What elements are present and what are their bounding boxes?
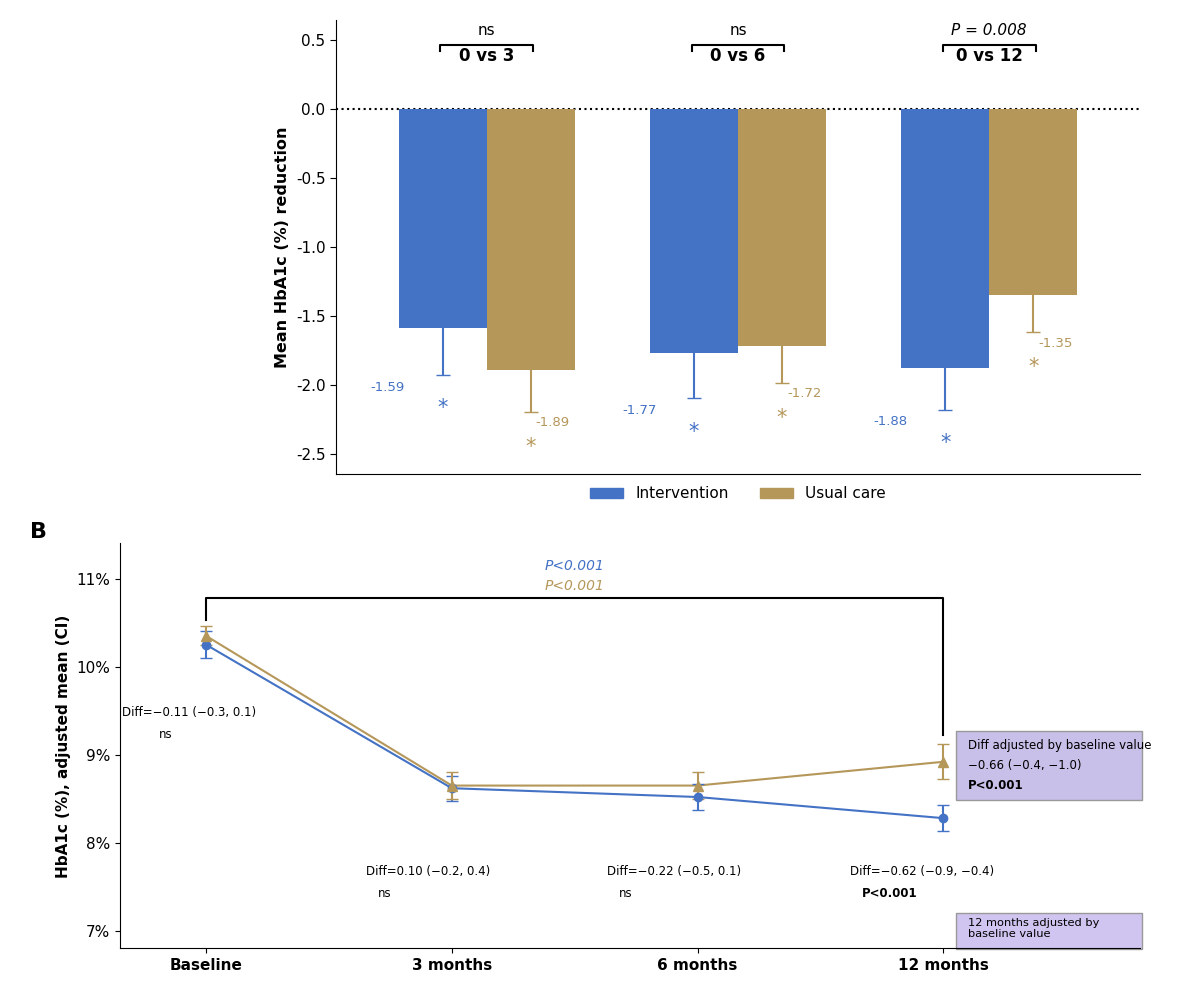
Bar (398, 110, 487, 328)
Bar (650, 110, 738, 353)
FancyBboxPatch shape (955, 913, 1142, 949)
Text: Diff=−0.62 (−0.9, −0.4): Diff=−0.62 (−0.9, −0.4) (850, 864, 994, 877)
Text: P = 0.008: P = 0.008 (952, 23, 1027, 38)
Text: ns: ns (160, 728, 173, 741)
Text: *: * (1028, 358, 1038, 377)
Text: -1.89: -1.89 (535, 416, 570, 430)
Text: 0 vs 12: 0 vs 12 (956, 47, 1022, 65)
Bar (989, 110, 1078, 295)
Text: -1.72: -1.72 (787, 387, 821, 400)
Text: ns: ns (619, 887, 632, 900)
Text: 0 vs 3: 0 vs 3 (460, 47, 515, 65)
Text: *: * (776, 408, 787, 428)
Text: −0.66 (−0.4, −1.0): −0.66 (−0.4, −1.0) (968, 759, 1081, 773)
Text: *: * (438, 398, 448, 419)
Bar (901, 110, 989, 369)
Y-axis label: Mean HbA1c (%) reduction: Mean HbA1c (%) reduction (276, 126, 290, 368)
Text: 0 vs 6: 0 vs 6 (710, 47, 766, 65)
Text: P<0.001: P<0.001 (545, 559, 605, 573)
Text: P<0.001: P<0.001 (968, 780, 1024, 792)
Text: B: B (30, 523, 47, 542)
Text: ns: ns (378, 887, 391, 900)
Text: ns: ns (478, 23, 496, 38)
Bar (487, 110, 575, 370)
Text: Diff=−0.11 (−0.3, 0.1): Diff=−0.11 (−0.3, 0.1) (122, 706, 257, 719)
Bar (738, 110, 826, 346)
FancyBboxPatch shape (955, 731, 1142, 799)
Text: -1.88: -1.88 (874, 415, 907, 428)
Text: *: * (940, 433, 950, 453)
Text: Diff=0.10 (−0.2, 0.4): Diff=0.10 (−0.2, 0.4) (366, 864, 490, 877)
Text: P<0.001: P<0.001 (863, 887, 918, 900)
Legend: Intervention, Usual care: Intervention, Usual care (583, 480, 893, 508)
Text: -1.35: -1.35 (1038, 337, 1073, 350)
Text: P<0.001: P<0.001 (545, 579, 605, 593)
Text: *: * (689, 422, 700, 442)
Text: ns: ns (730, 23, 746, 38)
Text: -1.77: -1.77 (622, 404, 656, 417)
Text: Diff adjusted by baseline value: Diff adjusted by baseline value (968, 739, 1152, 752)
Text: Diff=−0.22 (−0.5, 0.1): Diff=−0.22 (−0.5, 0.1) (607, 864, 740, 877)
Y-axis label: HbA1c (%), adjusted mean (CI): HbA1c (%), adjusted mean (CI) (56, 615, 71, 877)
Text: *: * (526, 437, 536, 457)
Text: 12 months adjusted by
baseline value: 12 months adjusted by baseline value (968, 918, 1099, 940)
Text: -1.59: -1.59 (371, 380, 406, 393)
